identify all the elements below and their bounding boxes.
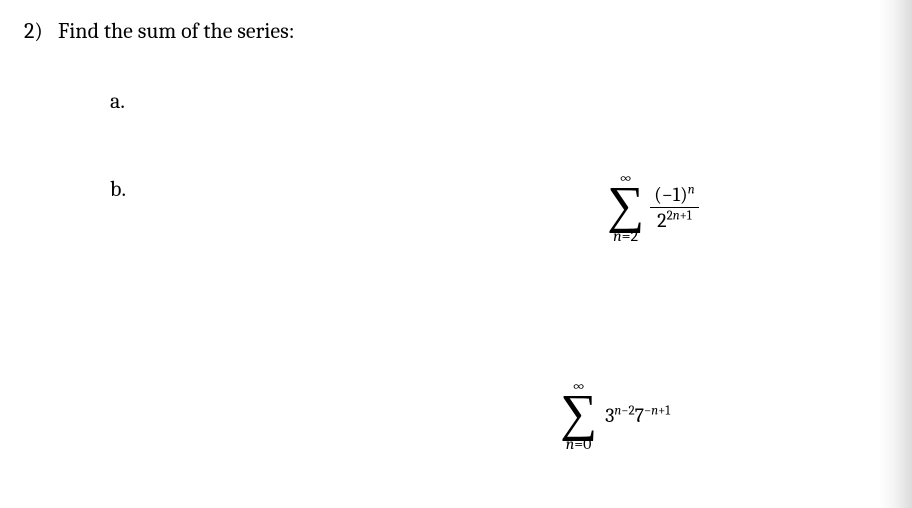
t7: 7 — [635, 404, 644, 427]
sigma-block-a: ∞ ∑ n=2 (−1)n 22n+1 — [607, 170, 699, 244]
sigma-lower-a: n=2 — [613, 228, 638, 244]
sigma-lower-var-b: n — [566, 435, 575, 453]
sigma-column-a: ∞ ∑ n=2 — [607, 170, 644, 244]
formula-b: ∞ ∑ n=0 3n−27−n+1 — [560, 378, 670, 452]
question-line: 2) Find the sum of the series: — [24, 18, 888, 44]
num-exp: n — [688, 182, 695, 197]
num-neg1: −1 — [662, 183, 680, 206]
sigma-symbol-b: ∑ — [560, 392, 597, 436]
question-number: 2) — [24, 18, 58, 44]
part-b-label: b. — [110, 176, 888, 202]
den-exp-n: n — [673, 208, 680, 223]
sigma-column-b: ∞ ∑ n=0 — [560, 378, 597, 452]
sigma-symbol-a: ∑ — [607, 184, 644, 228]
den-exp-plus: + — [680, 208, 687, 223]
num-open: ( — [654, 183, 662, 206]
den-base: 2 — [657, 209, 666, 232]
fraction-a: (−1)n 22n+1 — [650, 182, 699, 233]
sigma-lower-eq-b: = — [574, 435, 583, 453]
num-close: ) — [680, 183, 688, 206]
question-prompt: Find the sum of the series: — [58, 18, 295, 44]
numerator-a: (−1)n — [650, 182, 699, 207]
sigma-lower-var-a: n — [613, 227, 622, 245]
t3-exp: n−2 — [614, 403, 634, 418]
sigma-lower-val-a: 2 — [630, 227, 638, 245]
sigma-lower-b: n=0 — [566, 436, 592, 452]
t7-exp-1: 1 — [665, 403, 670, 418]
den-exp: 2n+1 — [667, 208, 692, 223]
denominator-a: 22n+1 — [653, 208, 695, 233]
formula-a: ∞ ∑ n=2 (−1)n 22n+1 — [607, 170, 699, 244]
part-a-label: a. — [110, 88, 888, 114]
t3: 3 — [605, 404, 614, 427]
t7-exp: −n+1 — [644, 403, 670, 418]
den-exp-1: 1 — [687, 208, 692, 223]
term-b: 3n−27−n+1 — [605, 404, 670, 427]
page: 2) Find the sum of the series: a. ∞ ∑ n=… — [0, 0, 912, 508]
sigma-block-b: ∞ ∑ n=0 3n−27−n+1 — [560, 378, 670, 452]
sigma-lower-val-b: 0 — [583, 435, 591, 453]
